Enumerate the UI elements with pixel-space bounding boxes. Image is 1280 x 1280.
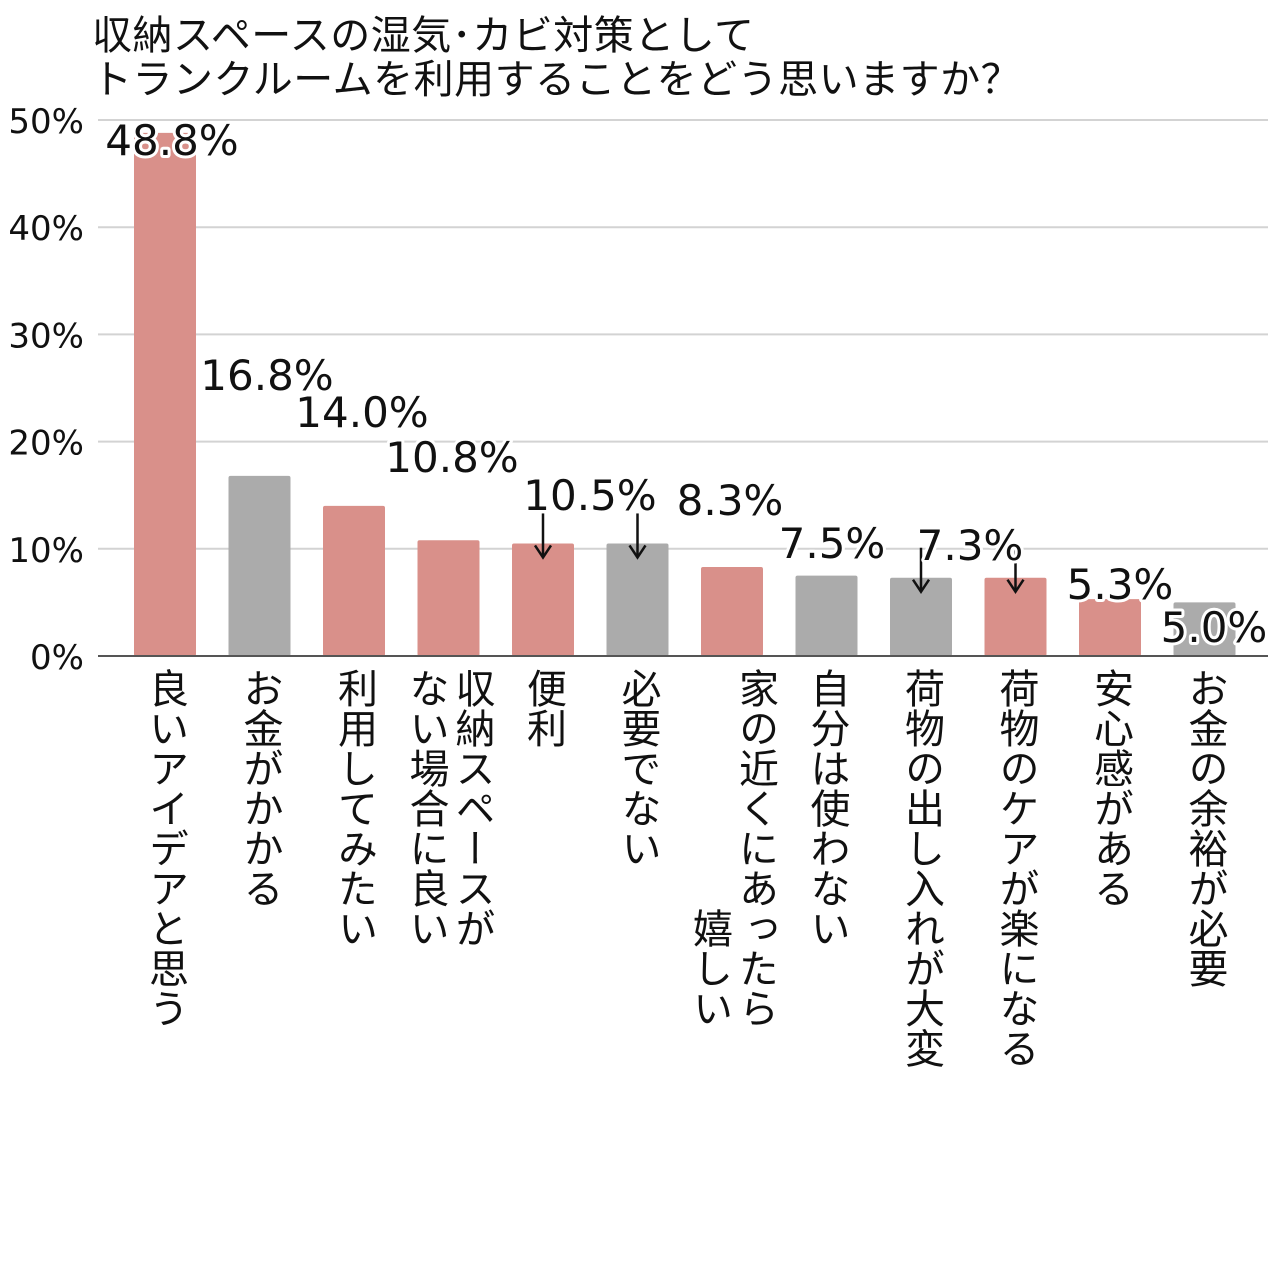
bar [417,540,480,656]
value-label: 8.3% [677,476,784,525]
category-label-line: お金の余裕が必要 [1181,668,1228,988]
category-label: 必要でない [615,668,661,868]
category-label-line: 必要でない [614,668,661,868]
category-label-line: 収納スペースが [448,668,495,948]
value-label: 16.8% [200,351,333,400]
category-label-line: 利用してみたい [331,668,377,948]
category-label: 便利 [520,668,566,748]
bar [1079,599,1141,656]
bar [228,475,291,656]
bar [795,575,858,656]
category-label-line: 嬉しい [686,908,732,1028]
y-tick-label: 20% [8,424,84,464]
y-tick-label: 10% [8,531,84,571]
category-label: お金の余裕が必要 [1182,668,1228,988]
arrow-head [628,544,647,560]
bar [984,577,1047,656]
chart-title-line-2: トランクルームを利用することをどう思いますか？ [92,57,1022,103]
value-label: 48.8% [105,116,238,165]
category-label: 利用してみたい [331,668,377,948]
value-label: 10.8% [385,433,518,482]
bar [1173,602,1236,656]
y-tick-label: 0% [30,638,84,678]
arrow-head [1006,579,1025,594]
y-tick-label: 30% [8,316,84,356]
category-label-line: お金がかかる [236,668,283,908]
chart-title: 収納スペースの湿気･カビ対策として トランクルームを利用することをどう思いますか… [92,14,1021,102]
value-label: 14.0% [295,388,428,437]
bar [134,132,196,656]
category-label: 荷物の出し入れが大変 [898,668,944,1068]
category-label-line: 便利 [520,668,566,748]
bar [512,543,574,656]
category-label: 収納スペースが ない場合に良い [403,668,495,948]
bar [890,577,952,656]
category-label: お金がかかる [237,668,283,908]
category-label: 自分は使わない [804,668,850,948]
category-label-line: 荷物のケアが楽になる [992,668,1039,1068]
bar [606,543,669,656]
value-label: 5.0% [1161,603,1268,652]
y-tick-label: 40% [8,209,84,249]
category-label-line: 家の近くにあったら [732,668,778,1028]
category-label-line: 良いアイデアと思う [142,668,188,1028]
category-label: 家の近くにあったら 嬉しい [686,668,778,1028]
arrow-head [533,544,553,560]
chart-title-line-1: 収納スペースの湿気･カビ対策として [92,13,755,59]
category-label: 荷物のケアが楽になる [993,668,1039,1068]
value-label: 7.3% [917,521,1024,570]
arrow-head [911,579,931,594]
category-label: 安心感がある [1087,668,1133,908]
value-label: 5.3% [1067,560,1174,609]
category-label-line: 安心感がある [1087,668,1133,908]
bar [701,567,763,656]
category-label-line: 荷物の出し入れが大変 [898,668,944,1068]
category-label-line: 自分は使わない [803,668,850,948]
y-tick-label: 50% [8,102,84,142]
value-label: 10.5% [523,471,656,520]
category-label-line: ない場合に良い [402,668,449,948]
category-label: 良いアイデアと思う [142,668,188,1028]
value-label: 7.5% [779,519,886,568]
bar [323,505,385,656]
